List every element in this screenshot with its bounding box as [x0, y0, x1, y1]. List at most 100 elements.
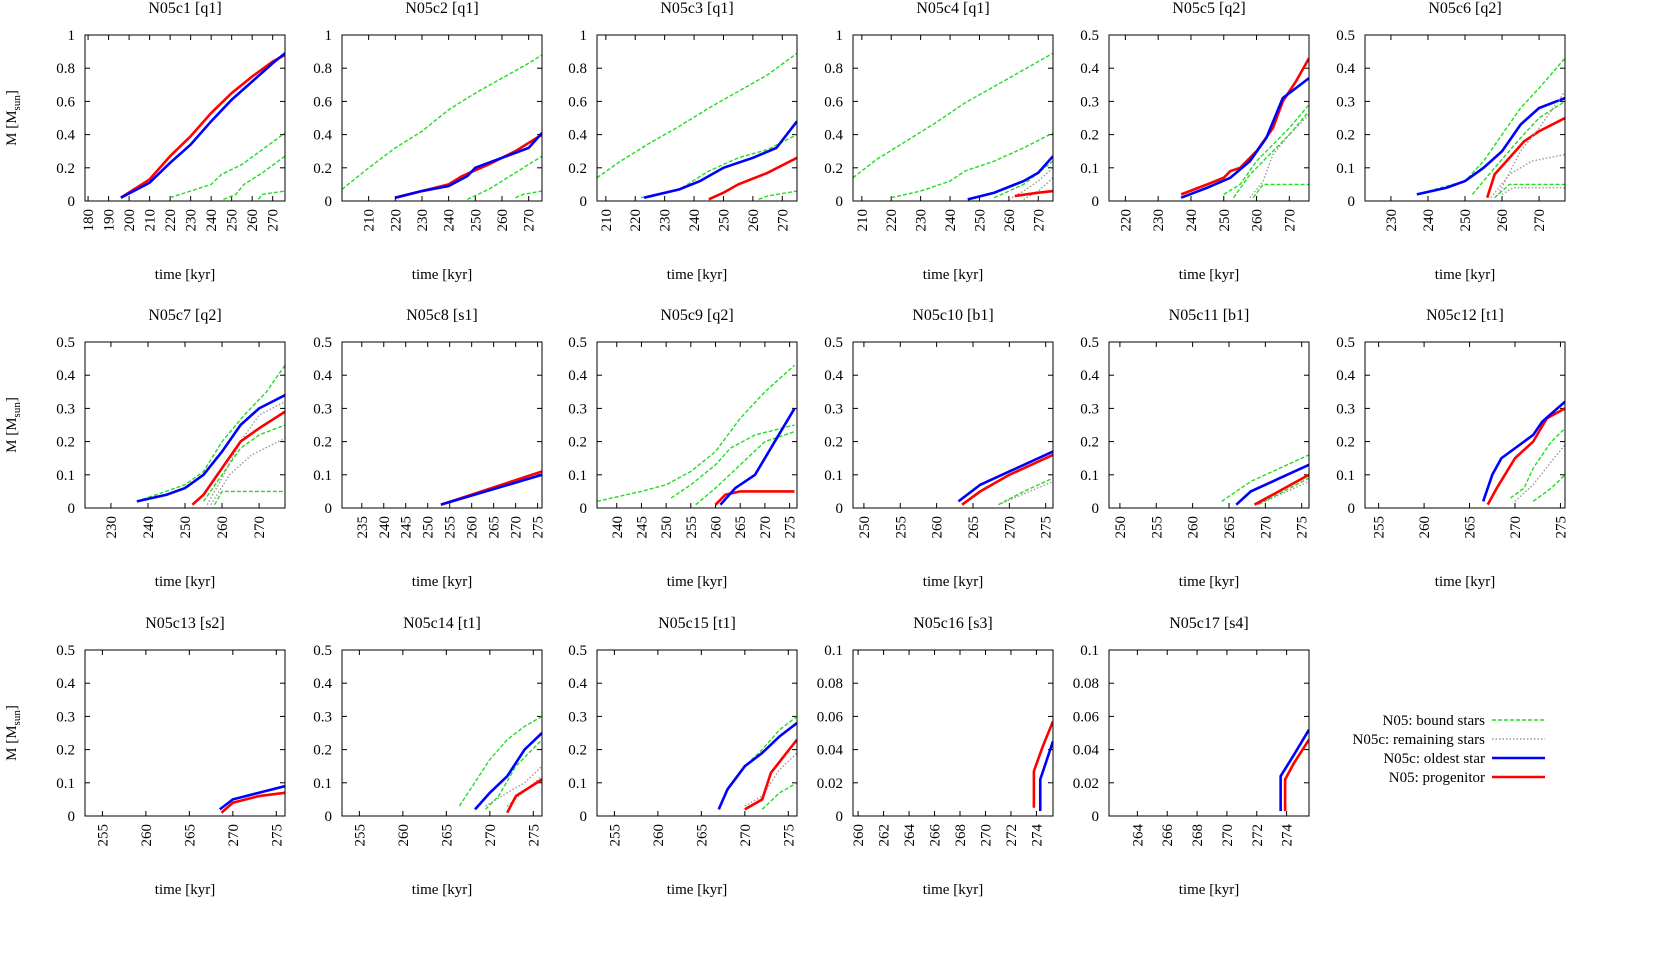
- x-tick-label: 265: [487, 516, 503, 539]
- y-tick-label: 0.5: [313, 335, 332, 351]
- series-line: [440, 473, 542, 506]
- y-tick-label: 0.5: [313, 643, 332, 659]
- series-line: [1416, 96, 1565, 196]
- series-line: [1249, 114, 1309, 199]
- x-tick-label: 265: [966, 516, 982, 539]
- panel-title: N05c15 [t1]: [658, 615, 736, 632]
- y-tick-label: 0.5: [824, 335, 843, 351]
- x-tick-label: 250: [178, 516, 194, 539]
- plot-frame: [596, 34, 798, 202]
- x-tick-label: 270: [522, 209, 538, 232]
- x-tick-label: 235: [355, 516, 371, 539]
- x-axis-label: time [kyr]: [412, 882, 472, 898]
- series-line: [957, 450, 1053, 503]
- legend-label: N05c: oldest star: [1383, 751, 1485, 767]
- series-line: [120, 53, 285, 199]
- y-tick-label: 0.1: [56, 776, 75, 792]
- y-tick-label: 1: [580, 28, 588, 44]
- x-tick-label: 270: [1282, 209, 1298, 232]
- series-line: [695, 430, 795, 506]
- y-tick-label: 0.1: [1336, 161, 1355, 177]
- y-tick-label: 0.3: [1080, 94, 1099, 110]
- x-tick-label: 275: [781, 824, 797, 847]
- y-tick-label: 0.5: [1336, 28, 1355, 44]
- y-tick-label: 0.3: [313, 401, 332, 417]
- series-line: [1180, 57, 1309, 196]
- plot-frame: [596, 341, 798, 509]
- series-line: [1038, 740, 1053, 812]
- series-line: [744, 752, 797, 807]
- y-axis-label-part: ]: [4, 90, 20, 95]
- series-line: [395, 133, 542, 199]
- y-tick-label: 0.1: [568, 468, 587, 484]
- series-line: [853, 52, 1053, 179]
- plot-frame: [852, 649, 1054, 817]
- x-tick-label: 275: [1039, 516, 1055, 539]
- x-tick-label: 240: [943, 209, 959, 232]
- x-tick-label: 245: [634, 516, 650, 539]
- panel-title: N05c13 [s2]: [145, 615, 225, 632]
- series-line: [1481, 400, 1565, 502]
- y-tick-label: 0.2: [1080, 435, 1099, 451]
- y-tick-label: 0.04: [1073, 743, 1100, 759]
- x-tick-label: 270: [775, 209, 791, 232]
- series-line: [761, 782, 797, 810]
- x-axis-label: time [kyr]: [923, 574, 983, 590]
- series-line: [458, 715, 542, 807]
- y-tick-label: 0.1: [824, 643, 843, 659]
- x-tick-label: 240: [377, 516, 393, 539]
- y-tick-label: 0.2: [56, 743, 75, 759]
- y-tick-label: 0.08: [817, 676, 843, 692]
- x-tick-label: 260: [851, 824, 867, 847]
- y-axis-label: M [Msun]: [4, 705, 23, 761]
- series-line: [206, 401, 285, 506]
- x-tick-label: 230: [104, 516, 120, 539]
- y-tick-label: 0.1: [313, 468, 332, 484]
- y-tick-label: 0.3: [568, 401, 587, 417]
- y-axis-label-part: M [M: [4, 725, 20, 760]
- y-tick-label: 0.2: [568, 743, 587, 759]
- x-tick-label: 255: [893, 516, 909, 539]
- y-tick-label: 0.2: [1336, 128, 1355, 144]
- x-tick-label: 240: [1184, 209, 1200, 232]
- x-tick-label: 260: [709, 516, 725, 539]
- x-tick-label: 240: [610, 516, 626, 539]
- x-axis-label: time [kyr]: [1435, 267, 1495, 283]
- x-tick-label: 275: [783, 516, 799, 539]
- series-line: [485, 765, 542, 807]
- x-tick-label: 250: [468, 209, 484, 232]
- y-tick-label: 0.4: [1080, 61, 1099, 77]
- x-tick-label: 266: [1160, 824, 1176, 847]
- y-tick-label: 0.2: [313, 743, 332, 759]
- x-tick-label: 264: [902, 824, 918, 847]
- series-line: [1490, 153, 1565, 199]
- y-axis-label-part: sun: [11, 402, 23, 418]
- y-tick-label: 1: [325, 28, 333, 44]
- series-line: [136, 393, 285, 503]
- x-tick-label: 255: [607, 824, 623, 847]
- series-line: [169, 132, 285, 199]
- series-line: [214, 490, 285, 506]
- x-tick-label: 270: [1508, 516, 1524, 539]
- y-axis-label: M [Msun]: [4, 397, 23, 453]
- y-tick-label: 1: [68, 28, 76, 44]
- y-tick-label: 0.2: [313, 435, 332, 451]
- x-tick-label: 260: [1186, 516, 1202, 539]
- y-tick-label: 0.5: [56, 643, 75, 659]
- series-line: [1510, 427, 1565, 499]
- series-line: [714, 490, 795, 506]
- panel-title: N05c17 [s4]: [1169, 615, 1249, 632]
- plot-frame: [852, 34, 1054, 202]
- y-tick-label: 0: [325, 809, 333, 825]
- series-line: [1223, 104, 1309, 195]
- series-line: [342, 54, 542, 190]
- y-tick-label: 0: [836, 501, 844, 517]
- panel-title: N05c10 [b1]: [912, 307, 993, 324]
- x-tick-label: 250: [659, 516, 675, 539]
- x-tick-label: 270: [1220, 824, 1236, 847]
- x-tick-label: 240: [1421, 209, 1437, 232]
- x-tick-label: 250: [225, 209, 241, 232]
- y-tick-label: 0.1: [824, 468, 843, 484]
- y-tick-label: 0.4: [1336, 368, 1355, 384]
